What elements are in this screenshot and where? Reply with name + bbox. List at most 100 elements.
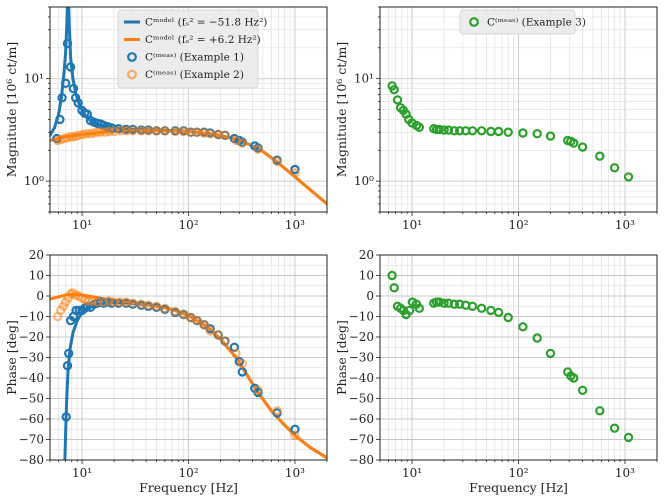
data-point xyxy=(96,127,106,137)
x-tick-label: 10² xyxy=(508,466,528,480)
y-tick-label: −60 xyxy=(19,412,44,426)
data-point xyxy=(55,114,65,125)
data-point xyxy=(220,336,230,346)
data-point xyxy=(151,301,162,311)
data-point xyxy=(99,297,109,307)
data-point xyxy=(503,312,513,323)
x-tick-label: 10¹ xyxy=(72,218,92,232)
y-tick-label: −50 xyxy=(349,392,374,406)
data-point xyxy=(439,298,449,308)
y-tick-label: 10¹ xyxy=(24,72,44,86)
y-axis-label: Magnitude [10⁶ ct/m] xyxy=(334,42,349,177)
data-point xyxy=(623,172,634,182)
plot-area xyxy=(50,7,327,206)
data-point xyxy=(83,296,94,306)
data-point xyxy=(192,315,202,326)
x-tick-label: 10³ xyxy=(285,466,305,480)
y-axis-label: Phase [deg] xyxy=(334,320,349,395)
data-point xyxy=(115,297,126,307)
y-axis-label: Phase [deg] xyxy=(4,320,19,395)
grid xyxy=(376,6,658,216)
series-line-0 xyxy=(63,301,327,460)
data-point xyxy=(213,330,223,340)
data-point xyxy=(128,126,138,136)
legend-marker-swatch xyxy=(127,52,137,62)
data-point xyxy=(569,373,579,383)
y-tick-label: 10⁰ xyxy=(354,174,374,188)
data-point xyxy=(389,84,399,95)
data-point xyxy=(231,348,241,359)
data-point xyxy=(73,98,83,108)
data-point xyxy=(104,126,114,137)
data-point xyxy=(449,126,460,136)
data-point xyxy=(387,270,397,281)
data-point xyxy=(65,62,76,72)
data-point xyxy=(518,128,528,138)
data-point xyxy=(63,348,74,359)
legend-label: Cᵐᵒᵈᵉˡ (fₛ² = +6.2 Hz²) xyxy=(145,34,261,46)
data-point xyxy=(389,283,399,293)
data-point xyxy=(272,156,282,167)
x-tick-label: 10¹ xyxy=(402,218,422,232)
y-tick-label: −70 xyxy=(19,433,44,447)
data-point xyxy=(486,305,496,316)
data-point xyxy=(434,297,444,307)
x-tick-label: 10¹ xyxy=(72,466,92,480)
data-point xyxy=(609,423,620,433)
data-point xyxy=(253,385,263,395)
data-point xyxy=(57,93,67,103)
y-tick-label: −30 xyxy=(19,351,44,365)
y-tick-label: −30 xyxy=(349,351,374,365)
x-tick-label: 10² xyxy=(178,466,198,480)
data-point xyxy=(443,125,454,135)
data-point xyxy=(151,126,162,136)
plot-area xyxy=(387,270,634,443)
data-point xyxy=(545,131,556,141)
data-point xyxy=(414,303,424,313)
data-point xyxy=(205,326,215,336)
legend-box xyxy=(459,9,576,35)
data-point xyxy=(486,126,496,137)
data-point xyxy=(272,406,282,416)
data-point xyxy=(595,151,605,161)
data-point xyxy=(290,430,300,441)
x-tick-label: 10² xyxy=(508,218,528,232)
data-point xyxy=(609,163,620,173)
y-tick-label: −70 xyxy=(349,433,374,447)
data-point xyxy=(623,432,634,443)
data-point xyxy=(199,320,209,330)
data-point xyxy=(62,38,73,49)
data-point xyxy=(290,168,300,178)
data-point xyxy=(60,78,71,89)
data-point xyxy=(467,301,478,311)
data-point xyxy=(229,133,240,144)
data-point xyxy=(434,124,444,135)
data-point xyxy=(449,299,460,309)
data-point xyxy=(595,406,605,416)
y-tick-label: −20 xyxy=(349,330,374,344)
data-point xyxy=(518,322,528,332)
legend: C⁽ᵐᵉᵃˢ⁾ (Example 3) xyxy=(459,9,586,35)
data-point xyxy=(170,126,180,137)
y-tick-label: 20 xyxy=(29,248,44,262)
data-point xyxy=(532,333,542,343)
y-tick-label: 10 xyxy=(29,269,44,283)
data-point xyxy=(577,142,588,152)
axes-frame xyxy=(379,6,658,213)
legend-marker-swatch xyxy=(469,17,479,27)
data-point xyxy=(253,144,263,154)
legend-label: C⁽ᵐᵉᵃˢ⁾ (Example 1) xyxy=(145,52,244,64)
data-point xyxy=(439,125,449,135)
chart-panel-magnitude-right: 10¹ 10² 10³ 10⁰ 10¹ Magnitude [10⁶ ct/m] C⁽ᵐᵉᵃ… xyxy=(334,6,658,232)
data-point xyxy=(503,127,513,137)
data-point xyxy=(532,128,542,139)
data-point xyxy=(61,412,71,422)
x-tick-label: 10² xyxy=(178,218,198,232)
data-point xyxy=(237,138,247,148)
data-point xyxy=(170,306,180,317)
data-point xyxy=(100,127,110,137)
data-point xyxy=(104,296,114,306)
x-tick-label: 10³ xyxy=(615,218,635,232)
x-tick-label: 10³ xyxy=(285,218,305,232)
